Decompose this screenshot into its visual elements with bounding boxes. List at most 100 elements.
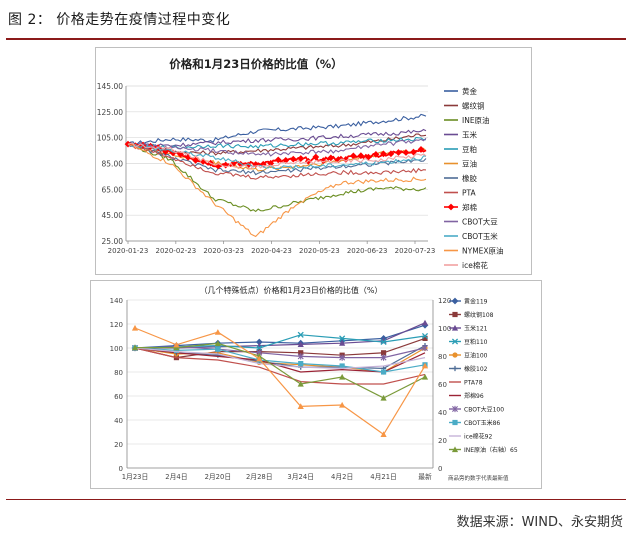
- legend-label-top: 黄金: [462, 86, 477, 96]
- x-tick-label-bottom: 最新: [418, 472, 432, 481]
- series-line-bottom-9: [134, 347, 426, 373]
- point-marker: [402, 149, 410, 156]
- point-marker: [177, 150, 184, 158]
- point-marker-bottom: [422, 335, 428, 341]
- y2-tick-label-bottom: 0: [438, 465, 442, 473]
- legend-label-bottom: PTA78: [464, 380, 483, 387]
- point-marker-bottom: [214, 340, 221, 346]
- y-tick-label-top: 65.00: [102, 185, 124, 194]
- x-tick-label-bottom: 4月2日: [331, 473, 353, 481]
- x-tick-label-top: 2020-06-23: [347, 247, 388, 255]
- y-tick-label-bottom: 0: [119, 465, 123, 473]
- point-marker: [222, 161, 230, 169]
- x-tick-label-top: 2020-04-23: [251, 247, 292, 255]
- point-marker: [357, 152, 365, 160]
- y-tick-label-top: 105.00: [97, 134, 123, 143]
- legend-label-top: 玉米: [462, 130, 477, 140]
- source-text: 数据来源：WIND、永安期货: [456, 515, 623, 530]
- chart-bottom: （几个特殊低点）价格和1月23日价格的比值（%） 140 120 100 80 60 40 2…: [110, 285, 518, 482]
- y-tick-label-bottom: 60: [114, 393, 123, 401]
- point-marker: [417, 146, 425, 153]
- y2-tick-label-bottom: 100: [438, 325, 451, 333]
- point-marker-bottom: [380, 369, 387, 375]
- series-line-bottom-11: [135, 342, 426, 399]
- chart-note: 商品旁的数字代表最新值: [448, 474, 509, 482]
- series-line-6: [127, 143, 427, 176]
- legend-label-bottom: CBOT玉米86: [464, 419, 500, 427]
- series-line-11: [127, 143, 427, 238]
- y-tick-label-bottom: 80: [114, 369, 123, 377]
- point-marker-bottom: [297, 331, 304, 338]
- series-line-0: [127, 113, 427, 146]
- y2-tick-label-bottom: 40: [438, 409, 447, 417]
- legend-marker-bottom: [451, 324, 459, 331]
- y-tick-label-bottom: 20: [114, 441, 123, 449]
- point-marker: [312, 153, 320, 161]
- legend-label-top: NYMEX原油: [462, 246, 504, 256]
- x-tick-label-bottom: 3月24日: [287, 473, 314, 481]
- legend-marker-bottom: [451, 297, 459, 305]
- y2-tick-label-bottom: 80: [438, 353, 447, 361]
- point-marker-bottom: [214, 329, 221, 335]
- legend-marker-bottom: [451, 446, 459, 453]
- series-line-9: [127, 137, 427, 157]
- x-tick-label-bottom: 2月4日: [165, 473, 187, 481]
- legend-label-top: 豆粕: [462, 144, 477, 154]
- point-marker: [395, 149, 402, 156]
- y-tick-label-top: 45.00: [102, 211, 124, 220]
- point-marker-bottom: [339, 340, 346, 346]
- point-marker-bottom: [173, 341, 180, 348]
- point-marker: [319, 157, 327, 165]
- point-marker-bottom: [131, 344, 139, 351]
- legend-label-bottom: INE原油（右轴）65: [464, 446, 518, 454]
- legend-label-bottom: 玉米121: [464, 325, 488, 333]
- y-tick-label-top: 85.00: [102, 160, 124, 169]
- x-tick-label-top: 2020-05-23: [299, 247, 340, 255]
- point-marker: [282, 156, 290, 164]
- x-tick-label-bottom: 2月20日: [205, 473, 232, 481]
- point-marker-bottom: [298, 361, 304, 367]
- point-marker-bottom: [421, 373, 429, 380]
- legend-label-top: 郑棉: [462, 202, 477, 212]
- y-tick-label-top: 125.00: [97, 108, 123, 117]
- point-marker-bottom: [380, 350, 387, 356]
- point-marker-bottom: [297, 353, 304, 360]
- legend-marker-bottom: [452, 405, 458, 413]
- point-marker-bottom: [421, 319, 429, 326]
- x-tick-label-top: 2020-03-23: [203, 247, 244, 255]
- legend-marker-top: [447, 203, 455, 211]
- point-marker: [267, 159, 275, 167]
- y-tick-label-bottom: 100: [110, 345, 123, 353]
- y-tick-label-top: 25.00: [102, 237, 124, 246]
- chart-bottom-title: （几个特殊低点）价格和1月23日价格的比值（%）: [200, 285, 383, 295]
- point-marker: [244, 161, 252, 169]
- y-tick-label-bottom: 120: [110, 321, 123, 329]
- point-marker-bottom: [421, 332, 429, 340]
- legend-label-bottom: 螺纹钢108: [464, 311, 494, 319]
- x-tick-label-top: 2020-02-23: [155, 247, 196, 255]
- point-marker: [349, 152, 357, 160]
- legend-label-bottom: 黄金119: [464, 298, 488, 306]
- point-marker: [289, 155, 297, 163]
- x-tick-label-bottom: 2月28日: [246, 473, 273, 481]
- legend-label-top: ice棉花: [462, 260, 488, 270]
- point-marker-bottom: [131, 324, 139, 331]
- point-marker: [342, 155, 350, 163]
- legend-label-top: CBOT玉米: [462, 231, 498, 241]
- point-marker-bottom: [215, 346, 221, 352]
- point-marker-bottom: [339, 373, 346, 380]
- chart-panel-bottom: （几个特殊低点）价格和1月23日价格的比值（%） 140 120 100 80 60 40 2…: [90, 280, 542, 489]
- point-marker-bottom: [339, 401, 346, 408]
- y-tick-label-bottom: 40: [114, 417, 123, 425]
- legend-label-bottom: 豆油100: [464, 352, 488, 360]
- point-marker-bottom: [297, 341, 304, 347]
- point-marker-bottom: [380, 431, 387, 437]
- legend-label-top: INE原油: [462, 115, 490, 125]
- series-line-2: [127, 143, 427, 213]
- y-tick-label-top: 145.00: [97, 82, 123, 91]
- point-marker: [274, 156, 282, 164]
- legend-marker-bottom: [451, 338, 459, 345]
- legend-label-bottom: CBOT大豆100: [464, 406, 504, 414]
- point-marker: [184, 153, 192, 161]
- point-marker-bottom: [380, 394, 387, 401]
